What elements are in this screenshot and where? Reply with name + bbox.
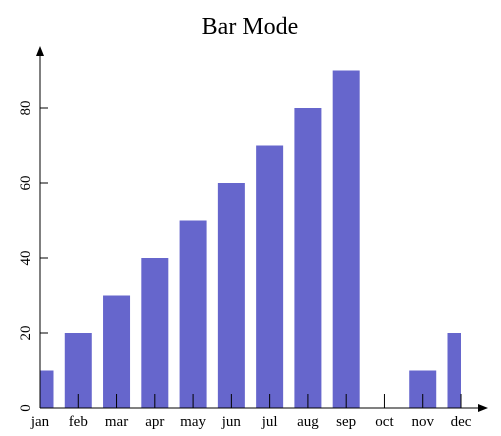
x-tick-label: jul bbox=[261, 414, 278, 430]
y-tick-label: 80 bbox=[18, 101, 34, 116]
x-tick-label: aug bbox=[297, 414, 319, 430]
x-tick-label: jan bbox=[30, 414, 50, 430]
y-tick-label: 60 bbox=[18, 176, 34, 191]
x-tick-label: may bbox=[180, 414, 206, 430]
y-tick-label: 0 bbox=[18, 404, 34, 412]
bar bbox=[217, 183, 245, 408]
x-tick-label: dec bbox=[451, 414, 472, 430]
y-axis-arrow bbox=[36, 46, 44, 56]
y-tick-label: 40 bbox=[18, 251, 34, 266]
x-tick-label: jun bbox=[221, 414, 242, 430]
bar bbox=[447, 333, 461, 408]
x-tick-label: nov bbox=[411, 414, 434, 430]
chart-title: Bar Mode bbox=[202, 14, 299, 40]
bar bbox=[294, 108, 322, 408]
x-tick-label: apr bbox=[145, 414, 164, 430]
bars bbox=[40, 70, 461, 408]
bar bbox=[179, 220, 207, 408]
x-tick-label: feb bbox=[69, 414, 88, 430]
x-tick-label: mar bbox=[105, 414, 128, 430]
x-tick-label: sep bbox=[336, 414, 356, 430]
x-tick-label: oct bbox=[375, 414, 394, 430]
bar bbox=[332, 70, 360, 408]
bar bbox=[256, 145, 284, 408]
bar bbox=[141, 258, 169, 408]
y-tick-label: 20 bbox=[18, 326, 34, 341]
x-axis-arrow bbox=[478, 404, 488, 412]
bar bbox=[40, 370, 54, 408]
bar bbox=[103, 295, 131, 408]
